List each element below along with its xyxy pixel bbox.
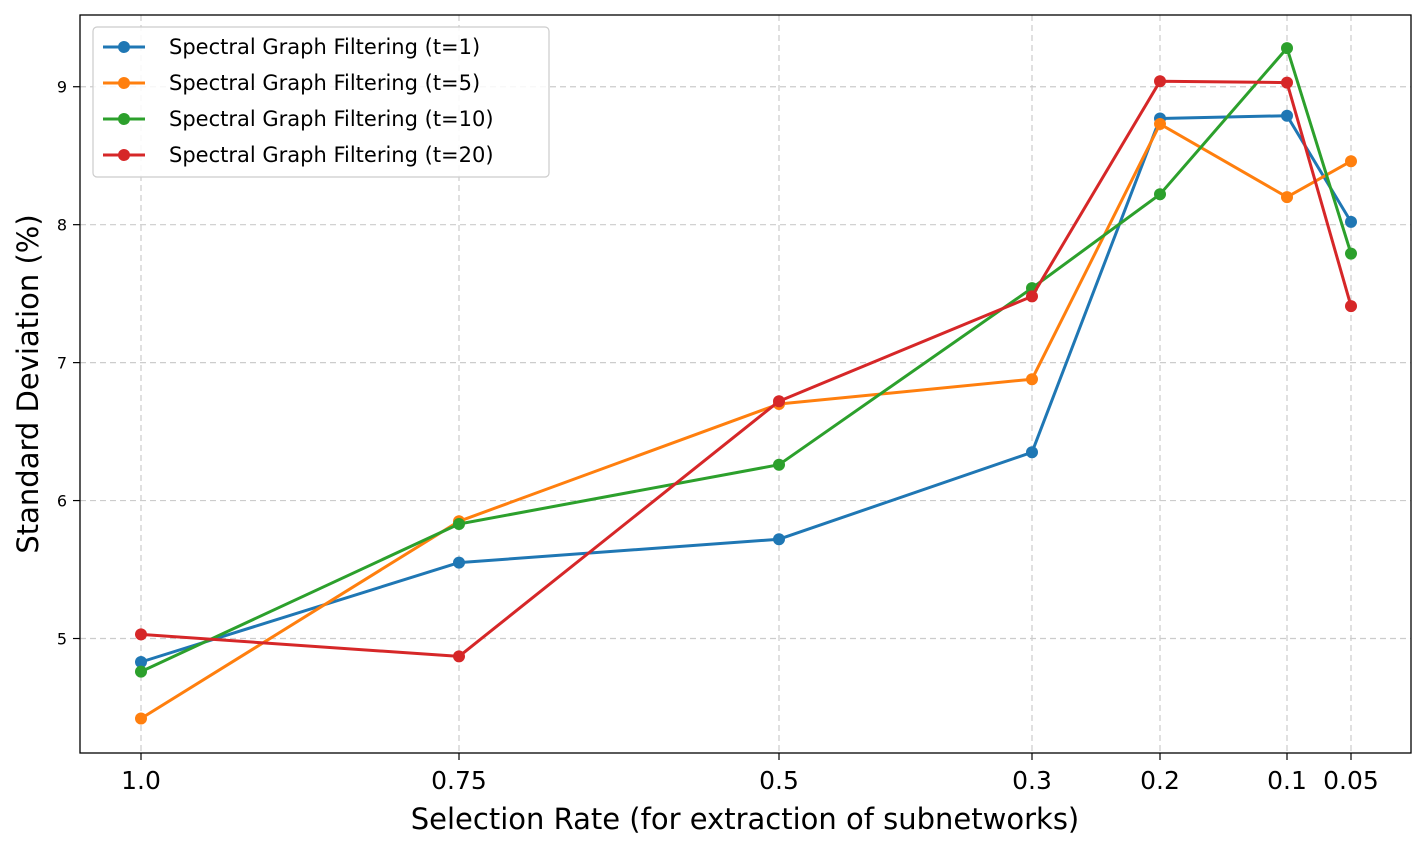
series-4 (135, 75, 1357, 663)
data-point (1345, 300, 1357, 313)
data-point (135, 665, 147, 678)
series-lines (135, 42, 1357, 725)
legend-item: Spectral Graph Filtering (t=10) (103, 107, 494, 131)
y-tick-label: 7 (57, 354, 67, 373)
series-1 (135, 109, 1357, 668)
x-tick-label: 0.1 (1267, 766, 1307, 795)
data-point (1154, 75, 1166, 88)
data-point (1345, 155, 1357, 168)
x-axis-title: Selection Rate (for extraction of subnet… (411, 802, 1080, 836)
legend-box (92, 26, 550, 178)
y-tick-label: 6 (57, 492, 67, 511)
data-point (1281, 109, 1293, 122)
data-point (1345, 215, 1357, 228)
x-tick-label: 0.5 (759, 766, 799, 795)
legend-item: Spectral Graph Filtering (t=20) (103, 143, 494, 167)
data-point (1154, 118, 1166, 130)
data-point (453, 650, 465, 663)
legend-marker (118, 77, 130, 89)
data-point (1026, 373, 1038, 386)
legend-item: Spectral Graph Filtering (t=5) (103, 71, 480, 95)
data-point (1154, 188, 1166, 201)
x-tick-label: 0.05 (1323, 766, 1379, 795)
legend-label: Spectral Graph Filtering (t=1) (169, 35, 480, 59)
data-point (1345, 247, 1357, 260)
data-point (1281, 76, 1293, 89)
data-point (453, 556, 465, 569)
y-tick-label: 8 (57, 216, 67, 235)
data-point (1281, 191, 1293, 204)
legend-label: Spectral Graph Filtering (t=10) (169, 107, 494, 131)
data-point (773, 395, 785, 408)
legend-marker (118, 149, 130, 161)
legend-marker (118, 41, 130, 53)
x-tick-label: 0.3 (1012, 766, 1052, 795)
axis-ticks: 1.0 0.75 0.5 0.3 0.2 0.1 0.05 5 6 7 8 9 (57, 78, 1379, 795)
x-tick-label: 0.75 (431, 766, 487, 795)
data-point (135, 656, 147, 668)
x-tick-label: 1.0 (121, 766, 161, 795)
data-point (1281, 42, 1293, 55)
data-point (453, 518, 465, 530)
data-point (1026, 290, 1038, 303)
legend-marker (118, 113, 130, 125)
series-3 (135, 42, 1357, 678)
data-point (135, 712, 147, 725)
legend: Spectral Graph Filtering (t=1) Spectral G… (92, 26, 550, 178)
data-point (773, 458, 785, 471)
data-point (135, 628, 147, 641)
x-tick-label: 0.2 (1140, 766, 1180, 795)
y-axis-title: Standard Deviation (%) (11, 214, 45, 553)
plot-frame (79, 14, 1412, 754)
legend-label: Spectral Graph Filtering (t=5) (169, 71, 480, 95)
data-point (773, 533, 785, 546)
legend-label: Spectral Graph Filtering (t=20) (169, 143, 494, 167)
y-tick-label: 9 (57, 78, 67, 97)
legend-item: Spectral Graph Filtering (t=1) (103, 35, 480, 59)
data-point (1026, 446, 1038, 459)
y-tick-label: 5 (57, 630, 67, 649)
